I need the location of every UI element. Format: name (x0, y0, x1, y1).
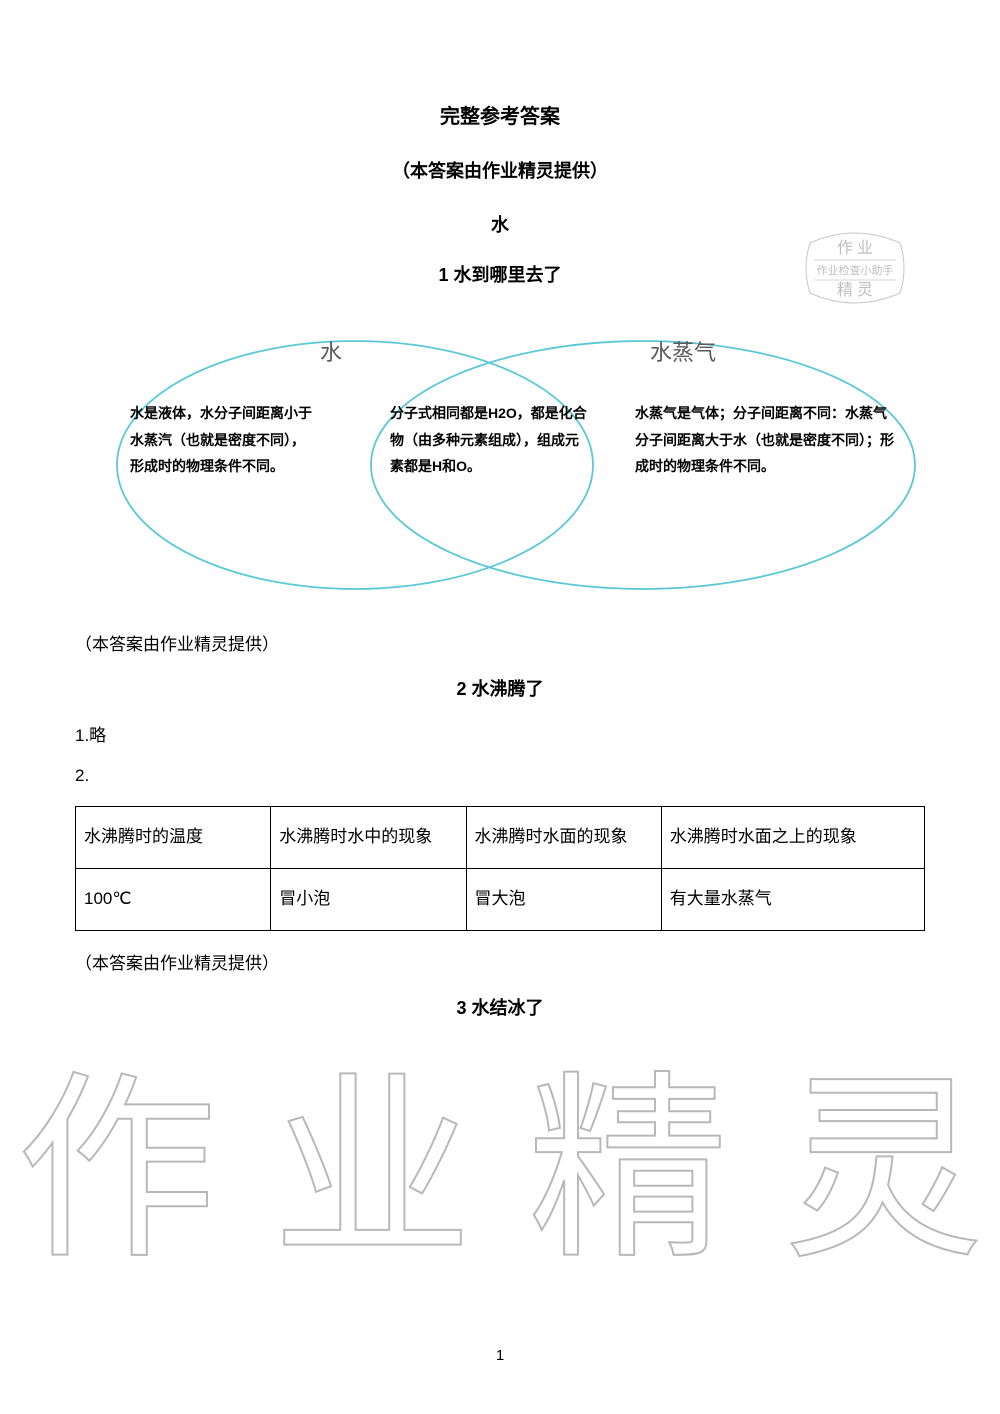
provider-note-2: （本答案由作业精灵提供） (75, 949, 925, 974)
venn-text-left: 水是液体，水分子间距离小于水蒸汽（也就是密度不同），形成时的物理条件不同。 (130, 400, 315, 480)
question-2: 2. (75, 766, 925, 786)
chapter-title: 水 (75, 211, 925, 237)
section-2-title: 2 水沸腾了 (75, 675, 925, 701)
stamp-line1: 作 业 (837, 239, 873, 257)
table-header-cell: 水沸腾时的温度 (76, 807, 271, 869)
table-row: 水沸腾时的温度 水沸腾时水中的现象 水沸腾时水面的现象 水沸腾时水面之上的现象 (76, 807, 925, 869)
table-cell: 冒大泡 (466, 868, 661, 930)
provider-note-1: （本答案由作业精灵提供） (75, 630, 925, 655)
table-cell: 冒小泡 (271, 868, 466, 930)
table-cell: 100℃ (76, 868, 271, 930)
question-1: 1.略 (75, 721, 925, 746)
venn-label-steam: 水蒸气 (650, 335, 716, 367)
venn-label-water: 水 (320, 335, 342, 367)
table-cell: 有大量水蒸气 (661, 868, 924, 930)
main-title: 完整参考答案 (75, 100, 925, 129)
page-number: 1 (0, 1347, 1000, 1364)
table-header-cell: 水沸腾时水面之上的现象 (661, 807, 924, 869)
venn-text-middle: 分子式相同都是H2O，都是化合物（由多种元素组成），组成元素都是H和O。 (390, 400, 590, 480)
boiling-table: 水沸腾时的温度 水沸腾时水中的现象 水沸腾时水面的现象 水沸腾时水面之上的现象 … (75, 806, 925, 931)
table-header-cell: 水沸腾时水中的现象 (271, 807, 466, 869)
section-1-title: 1 水到哪里去了 (75, 261, 925, 287)
venn-diagram: 水 水蒸气 水是液体，水分子间距离小于水蒸汽（也就是密度不同），形成时的物理条件… (75, 305, 925, 600)
page-content: 完整参考答案 （本答案由作业精灵提供） 水 1 水到哪里去了 作 业 作业检查小… (0, 0, 1000, 1020)
watermark: 作 业 精 灵 (0, 1039, 1000, 1324)
stamp-line3: 精 灵 (837, 281, 873, 299)
table-header-cell: 水沸腾时水面的现象 (466, 807, 661, 869)
section-3-title: 3 水结冰了 (75, 994, 925, 1020)
venn-text-right: 水蒸气是气体；分子间距离不同：水蒸气分子间距离大于水（也就是密度不同）；形成时的… (635, 400, 895, 480)
stamp-badge: 作 业 作业检查小助手 精 灵 (800, 228, 910, 308)
stamp-line2: 作业检查小助手 (817, 263, 894, 277)
table-row: 100℃ 冒小泡 冒大泡 有大量水蒸气 (76, 868, 925, 930)
subtitle: （本答案由作业精灵提供） (75, 157, 925, 183)
watermark-text: 作 业 精 灵 (17, 1059, 984, 1282)
